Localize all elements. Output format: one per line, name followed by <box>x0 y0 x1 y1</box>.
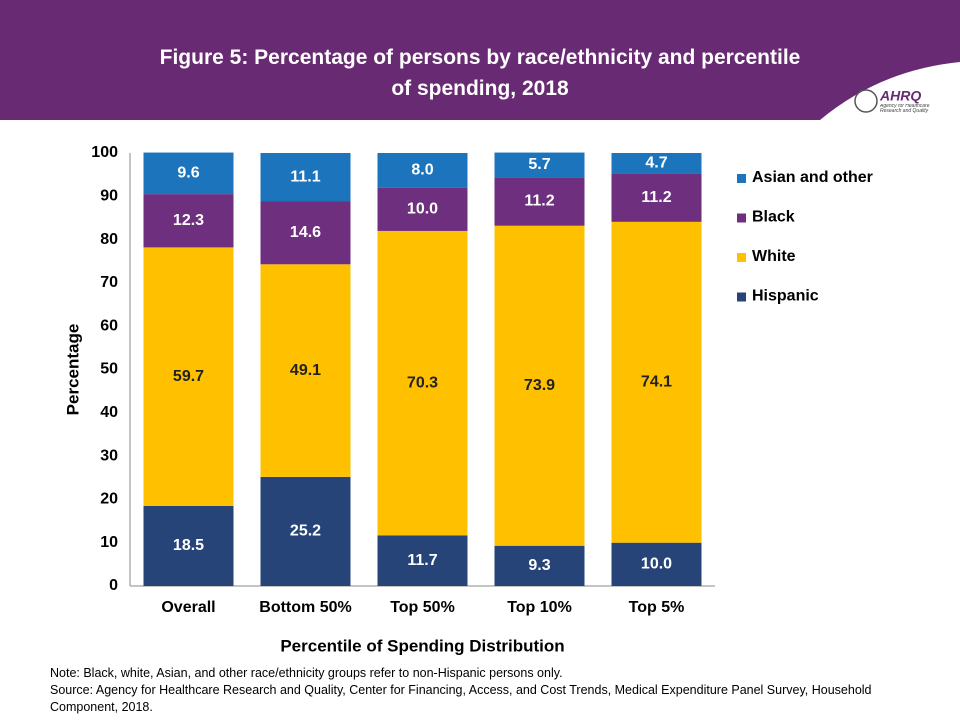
legend-label: Black <box>752 209 795 226</box>
data-label: 49.1 <box>290 362 321 379</box>
logo-tagline: Agency for Healthcare Research and Quali… <box>880 104 930 114</box>
data-label: 59.7 <box>173 368 204 385</box>
y-axis-title: Percentage <box>63 324 82 416</box>
note: Note: Black, white, Asian, and other rac… <box>50 666 563 680</box>
legend-swatch <box>737 213 746 223</box>
x-tick-label: Top 5% <box>629 599 685 616</box>
chart-title: Figure 5: Percentage of persons by race/… <box>159 46 801 100</box>
data-label: 10.0 <box>641 556 672 573</box>
bar-segment <box>611 221 702 543</box>
bar-segment <box>494 545 585 586</box>
bar-segment <box>143 505 234 586</box>
note: Source: Agency for Healthcare Research a… <box>50 683 872 714</box>
data-label: 73.9 <box>524 377 555 394</box>
bar-segment <box>143 194 234 248</box>
bar-segment <box>494 152 585 178</box>
x-tick-label: Top 10% <box>507 599 572 616</box>
bar-segment <box>260 264 351 477</box>
data-label: 70.3 <box>407 374 438 391</box>
bar-segment <box>611 153 702 174</box>
x-tick-label: Overall <box>161 599 215 616</box>
bar-segment <box>143 152 234 195</box>
bar-segment <box>611 173 702 222</box>
bar-segment <box>260 153 351 202</box>
bar-segment <box>260 476 351 586</box>
data-label: 11.7 <box>407 552 437 569</box>
y-tick-label: 20 <box>100 491 118 508</box>
bar-segment <box>494 225 585 546</box>
y-tick-label: 0 <box>109 577 118 594</box>
data-label: 25.2 <box>290 523 321 540</box>
logo-tagline-box: Agency for Healthcare Research and Quali… <box>880 104 930 114</box>
legend-label: White <box>752 248 796 265</box>
y-tick-label: 90 <box>100 188 118 205</box>
data-label: 74.1 <box>641 373 672 390</box>
bar-segment <box>377 187 468 231</box>
logo-name: AHRQ <box>879 88 921 104</box>
bar-segment <box>377 535 468 586</box>
data-label: 5.7 <box>528 156 550 173</box>
data-label: 4.7 <box>645 154 667 171</box>
data-label: 11.2 <box>524 193 554 210</box>
legend-label: Asian and other <box>752 169 873 186</box>
x-tick-label: Top 50% <box>390 599 455 616</box>
y-tick-label: 50 <box>100 361 118 378</box>
notes: Note: Black, white, Asian, and other rac… <box>50 665 920 716</box>
y-tick-label: 30 <box>100 447 118 464</box>
bar-segment <box>377 153 468 188</box>
y-tick-label: 40 <box>100 404 118 421</box>
data-label: 11.1 <box>290 168 320 185</box>
bar-segment <box>377 230 468 536</box>
data-label: 12.3 <box>173 212 204 229</box>
x-tick-label: Bottom 50% <box>259 599 351 616</box>
data-label: 18.5 <box>173 537 204 554</box>
bar-segment <box>611 542 702 586</box>
bar-segment <box>260 201 351 265</box>
data-label: 11.2 <box>641 189 671 206</box>
legend-label: Hispanic <box>752 288 819 305</box>
y-tick-label: 60 <box>100 317 118 334</box>
y-tick-label: 100 <box>91 144 118 161</box>
y-tick-label: 10 <box>100 534 118 551</box>
legend-swatch <box>737 253 746 262</box>
data-label: 8.0 <box>411 162 433 179</box>
legend-swatch <box>737 292 746 302</box>
data-label: 9.3 <box>528 557 550 574</box>
logo-emblem <box>854 89 878 113</box>
bar-segment <box>494 177 585 226</box>
data-label: 14.6 <box>290 224 321 241</box>
y-tick-label: 70 <box>100 274 118 291</box>
legend-swatch <box>737 174 746 183</box>
x-axis-title: Percentile of Spending Distribution <box>280 636 564 655</box>
data-label: 9.6 <box>177 165 199 182</box>
header: Figure 5: Percentage of persons by race/… <box>0 0 960 120</box>
bar-segment <box>143 247 234 506</box>
logo-backdrop <box>820 62 960 120</box>
y-tick-label: 80 <box>100 231 118 248</box>
data-label: 10.0 <box>407 201 438 218</box>
